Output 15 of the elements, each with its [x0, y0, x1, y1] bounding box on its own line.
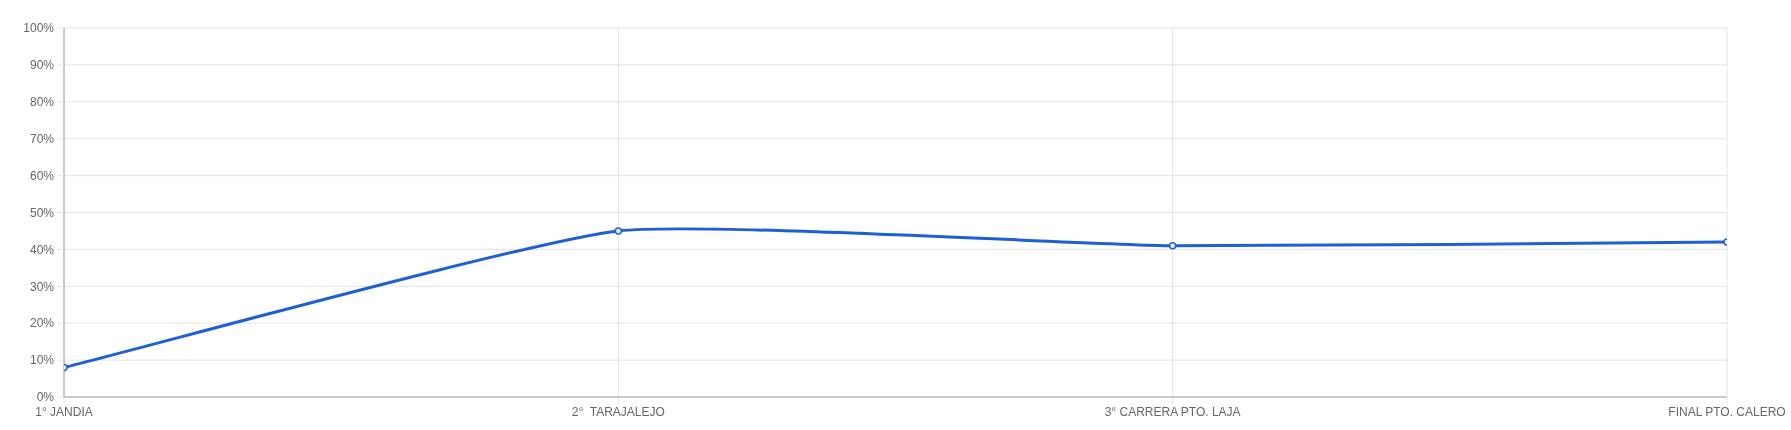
y-tick-label: 70%	[29, 131, 55, 146]
x-tick-label: 1° JANDIA	[35, 404, 93, 419]
y-tick-label: 10%	[29, 353, 55, 368]
y-tick-label: 20%	[29, 316, 55, 331]
y-tick-label: 100%	[23, 21, 55, 36]
y-tick-label: 40%	[29, 242, 55, 257]
y-tick-label: 60%	[29, 168, 55, 183]
y-tick-label: 80%	[29, 95, 55, 109]
y-tick-label: 90%	[29, 58, 55, 73]
x-tick-label: FINAL PTO. CALERO	[1668, 404, 1786, 419]
x-tick-label: 2° TARAJALEJO	[571, 404, 665, 419]
y-tick-label: 30%	[29, 279, 55, 294]
y-tick-label: 50%	[29, 205, 55, 220]
x-tick-label: 3° CARRERA PTO. LAJA	[1104, 404, 1241, 419]
y-tick-label: 0%	[36, 390, 55, 405]
